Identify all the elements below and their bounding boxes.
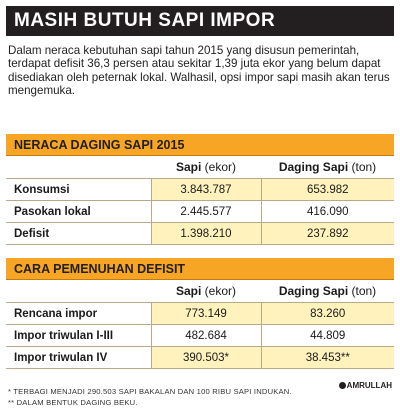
sapi-value: 390.503* — [150, 346, 262, 369]
sapi-value: 1.398.210 — [150, 222, 262, 245]
intro-paragraph: Dalam neraca kebutuhan sapi tahun 2015 y… — [8, 44, 390, 98]
neraca-header-daging: Daging Sapi (ton) — [261, 156, 394, 179]
sapi-value: 3.843.787 — [150, 178, 262, 201]
defisit-table: Sapi (ekor) Daging Sapi (ton) Rencana im… — [6, 280, 394, 369]
daging-value: 416.090 — [261, 200, 394, 223]
sapi-value: 482.684 — [150, 324, 262, 347]
defisit-header-sapi: Sapi (ekor) — [151, 280, 261, 303]
daging-value: 237.892 — [261, 222, 394, 245]
footnote-2: ** DALAM BENTUK DAGING BEKU. — [8, 398, 138, 407]
footnotes: * TERBAGI MENJADI 290.503 SAPI BAKALAN D… — [8, 386, 308, 408]
daging-value: 44.809 — [261, 324, 394, 347]
infographic-title: MASIH BUTUH SAPI IMPOR — [6, 6, 394, 36]
row-label: Defisit — [6, 222, 151, 245]
row-label: Impor triwulan I-III — [6, 324, 151, 347]
defisit-header-row: Sapi (ekor) Daging Sapi (ton) — [6, 280, 394, 303]
sapi-value: 2.445.577 — [150, 200, 262, 223]
defisit-header-blank — [6, 280, 151, 303]
neraca-table: Sapi (ekor) Daging Sapi (ton) Konsumsi 3… — [6, 156, 394, 245]
neraca-header-row: Sapi (ekor) Daging Sapi (ton) — [6, 156, 394, 179]
neraca-header-blank — [6, 156, 151, 179]
neraca-header-sapi: Sapi (ekor) — [151, 156, 261, 179]
neraca-heading: NERACA DAGING SAPI 2015 — [6, 134, 394, 156]
row-label: Impor triwulan IV — [6, 346, 151, 369]
daging-value: 83.260 — [261, 302, 394, 325]
table-row: Pasokan lokal 2.445.577 416.090 — [6, 200, 394, 223]
row-label: Konsumsi — [6, 178, 151, 201]
daging-value: 38.453** — [261, 346, 394, 369]
sapi-value: 773.149 — [150, 302, 262, 325]
table-row: Defisit 1.398.210 237.892 — [6, 222, 394, 245]
row-label: Pasokan lokal — [6, 200, 151, 223]
defisit-heading: CARA PEMENUHAN DEFISIT — [6, 258, 394, 280]
credit-dot-icon — [338, 382, 346, 389]
table-row: Impor triwulan I-III 482.684 44.809 — [6, 324, 394, 347]
footnote-1: * TERBAGI MENJADI 290.503 SAPI BAKALAN D… — [8, 387, 292, 396]
row-label: Rencana impor — [6, 302, 151, 325]
source-credit: AMRULLAH — [338, 381, 392, 390]
source-name: AMRULLAH — [346, 381, 392, 390]
table-row: Konsumsi 3.843.787 653.982 — [6, 178, 394, 201]
defisit-header-daging: Daging Sapi (ton) — [261, 280, 394, 303]
table-row: Impor triwulan IV 390.503* 38.453** — [6, 346, 394, 369]
table-row: Rencana impor 773.149 83.260 — [6, 302, 394, 325]
daging-value: 653.982 — [261, 178, 394, 201]
